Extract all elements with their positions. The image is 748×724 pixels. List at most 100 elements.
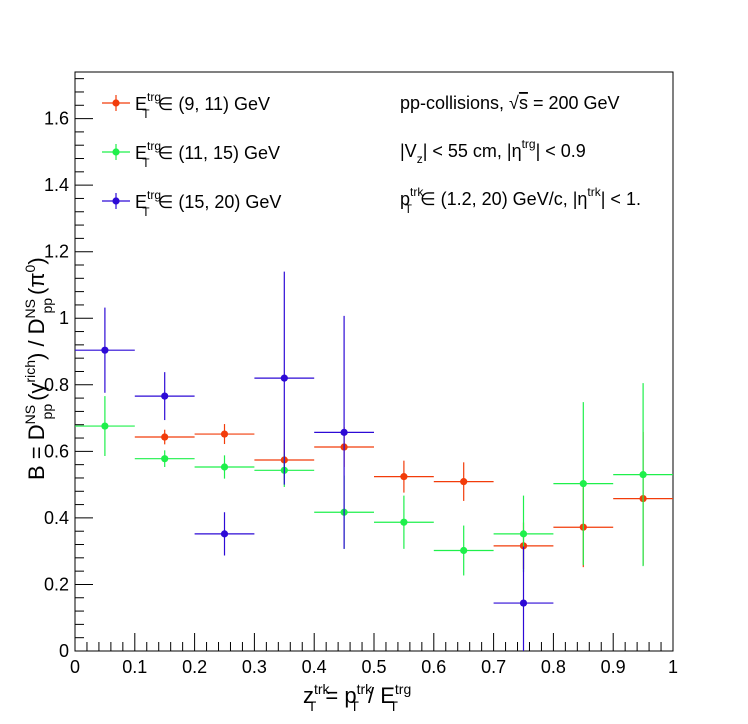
legend-sub: T — [142, 205, 150, 219]
legend-marker — [112, 148, 120, 156]
legend-base: E — [135, 192, 147, 212]
annot-sub: T — [405, 202, 413, 216]
legend-entry-2: Etrg T ∈ (11, 15) GeV — [102, 139, 280, 170]
data-point — [400, 518, 408, 526]
x-tick-label: 0.9 — [601, 657, 626, 677]
annot-text: ∈ (1.2, 20) GeV/c, |η — [415, 189, 587, 209]
xl-part: = p — [319, 683, 356, 708]
xl-part: z — [303, 683, 314, 708]
legend-label: Etrg T ∈ (11, 15) GeV — [135, 139, 280, 170]
x-tick-label: 0 — [70, 657, 80, 677]
yl1-sup: NS — [22, 405, 38, 424]
x-tick-label: 0.7 — [481, 657, 506, 677]
annot-sup: trg — [522, 137, 536, 151]
legend-range: ∈ (9, 11) GeV — [153, 94, 270, 114]
data-point — [400, 473, 408, 481]
annot-sup: trk — [410, 185, 424, 199]
annotation-vz: |Vz| < 55 cm, |ηtrg| < 0.9 — [400, 137, 586, 166]
data-point — [220, 530, 229, 538]
annot-text: | < 55 cm, |η — [423, 141, 522, 161]
x-axis-label: ztrk T = ptrk T / Etrg T — [303, 681, 411, 714]
xl3-sub: T — [389, 698, 398, 714]
x-tick-label: 0.4 — [302, 657, 327, 677]
legend-label: Etrg T ∈ (9, 11) GeV — [135, 90, 270, 121]
xl2-sub: T — [350, 698, 359, 714]
annotation-collisions: pp-collisions, √s = 200 GeV — [400, 93, 620, 113]
legend-base: E — [135, 94, 147, 114]
legend-base: E — [135, 143, 147, 163]
y-tick-label: 0.6 — [44, 441, 69, 461]
data-point — [519, 530, 528, 538]
annot-text: pp-collisions, — [400, 93, 509, 113]
annotation-ptrk: ptrk T ∈ (1.2, 20) GeV/c, |ηtrk| < 1. — [400, 185, 641, 216]
legend-sup: trg — [147, 139, 161, 153]
annot-sub: z — [417, 152, 423, 166]
yl1-sub: pp — [39, 404, 55, 420]
yl-part: (γ — [24, 383, 49, 401]
x-tick-label: 0.2 — [182, 657, 207, 677]
data-point — [161, 455, 169, 463]
legend-entry-3: Etrg T ∈ (15, 20) GeV — [102, 188, 281, 219]
y-tick-label: 0.4 — [44, 508, 69, 528]
legend-sub: T — [142, 107, 150, 121]
yl-part: ) / D — [24, 318, 49, 360]
x-tick-label: 0.5 — [361, 657, 386, 677]
legend-marker — [112, 99, 120, 107]
y-tick-label: 1 — [59, 308, 69, 328]
x-tick-label: 1 — [668, 657, 678, 677]
y-tick-label: 0 — [59, 641, 69, 661]
y-tick-label: 1.2 — [44, 242, 69, 262]
yl3-sup: NS — [22, 299, 38, 318]
legend-range: ∈ (15, 20) GeV — [153, 192, 282, 212]
legend-sup: trg — [147, 188, 161, 202]
series-2 — [75, 383, 673, 576]
x-tick-label: 0.1 — [122, 657, 147, 677]
annotations: pp-collisions, √s = 200 GeV |Vz| < 55 cm,… — [400, 93, 641, 216]
xl1-sup: trk — [314, 681, 331, 697]
yl-sup: rich — [22, 360, 38, 383]
x-tick-label: 0.8 — [541, 657, 566, 677]
y-tick-label: 1.6 — [44, 109, 69, 129]
data-point — [220, 463, 229, 471]
annot-text: |V — [400, 141, 417, 161]
yl-part: (π — [24, 272, 49, 295]
xl-part: / E — [362, 683, 395, 708]
xl1-sub: T — [308, 698, 317, 714]
sqrt-arg: s — [519, 93, 528, 113]
annot-text: | < 0.9 — [536, 141, 586, 161]
yl3-sub: pp — [39, 298, 55, 314]
data-point — [460, 478, 468, 486]
legend-entry-1: Etrg T ∈ (9, 11) GeV — [102, 90, 270, 121]
annot-text: | < 1. — [601, 189, 641, 209]
xl2-sup: trk — [357, 681, 374, 697]
axis-ticks: 0 0.1 0.2 0.3 0.4 0.5 0.6 0.7 0.8 0.9 1 0 0.2 0.4 0.6 0… — [44, 78, 678, 677]
legend-sup: trg — [147, 90, 161, 104]
y-tick-label: 0.2 — [44, 574, 69, 594]
y-axis-label: B = DNSpp(γrich) / DNSpp(π0) — [22, 257, 55, 480]
yl-part: ) — [24, 257, 49, 264]
data-point — [460, 546, 468, 555]
series-3 — [75, 271, 554, 651]
legend-sub: T — [142, 156, 150, 170]
data-point — [280, 374, 288, 382]
data-point — [101, 422, 109, 430]
sqrt-sign: √ — [509, 93, 519, 113]
legend-marker — [112, 197, 120, 205]
yl-part: B = D — [24, 424, 49, 480]
x-tick-label: 0.3 — [242, 657, 267, 677]
y-tick-label: 0.8 — [44, 375, 69, 395]
data-point — [340, 428, 348, 436]
data-point — [161, 392, 169, 400]
xl3-sup: trg — [395, 681, 411, 697]
data-point — [101, 346, 109, 354]
annot-text: p — [400, 189, 410, 209]
data-point — [579, 480, 587, 488]
data-point — [161, 433, 169, 441]
axis-labels: ztrk T = ptrk T / Etrg TB = DNSpp(γrich) / … — [22, 257, 411, 714]
annot-sup: trk — [587, 185, 601, 199]
legend-label: Etrg T ∈ (15, 20) GeV — [135, 188, 281, 219]
data-point — [639, 471, 647, 479]
